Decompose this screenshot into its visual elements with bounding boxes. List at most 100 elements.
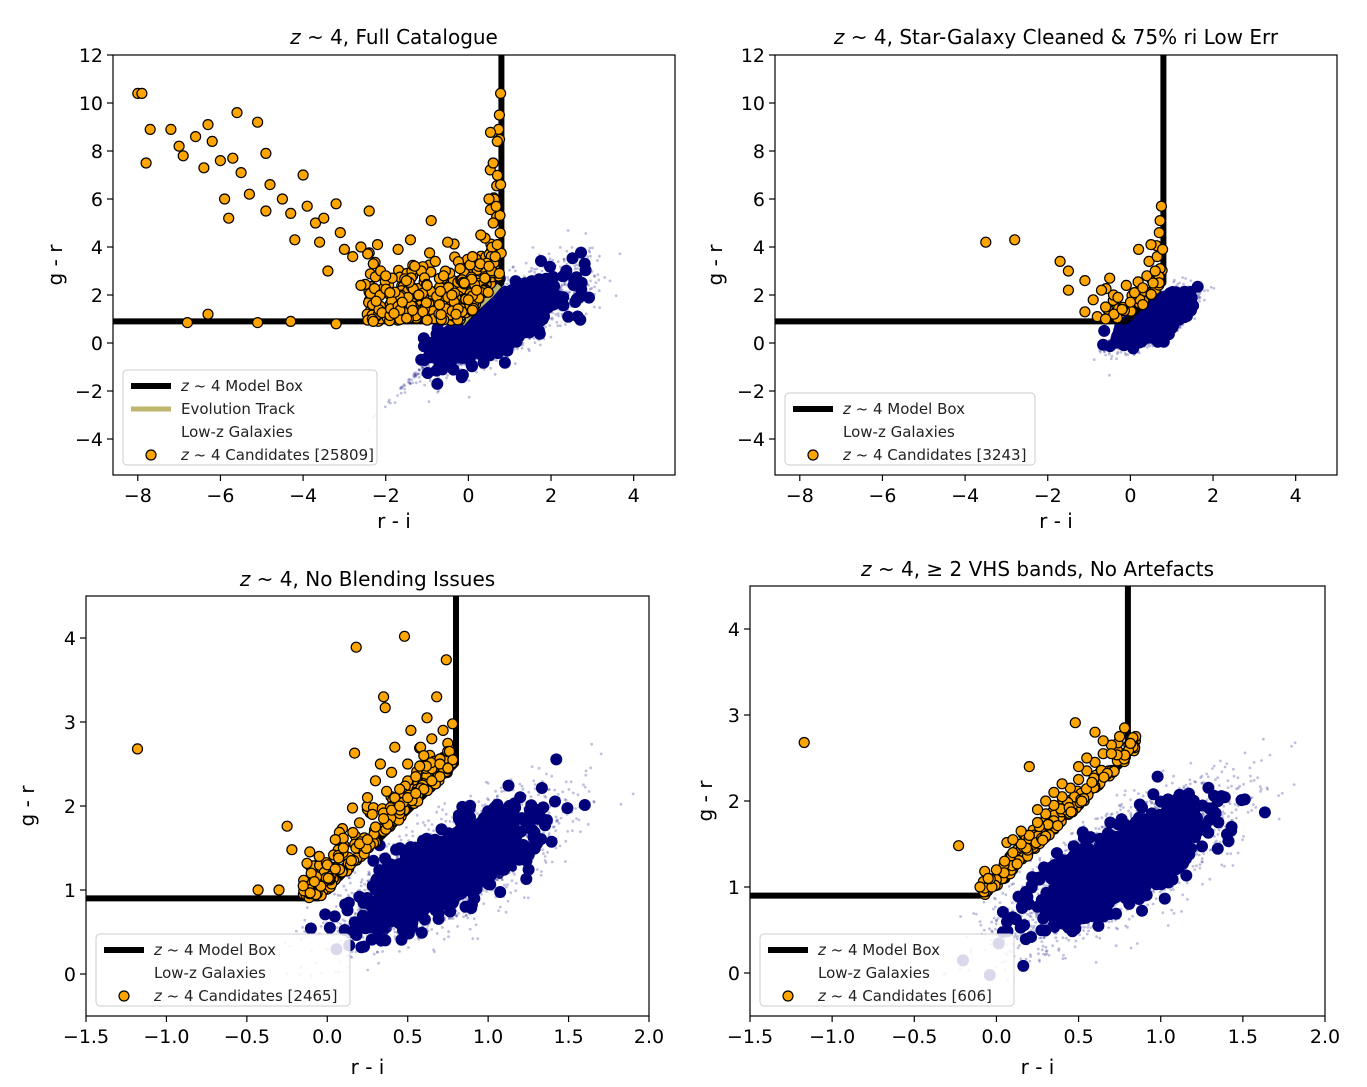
y-tick-label: 8 — [91, 141, 103, 163]
x-tick-label: 0 — [462, 485, 474, 507]
low-z-point — [618, 252, 622, 256]
low-z-point — [593, 275, 597, 278]
candidate-point — [495, 179, 507, 191]
low-z-point — [496, 305, 509, 318]
candidate-point — [487, 217, 499, 229]
low-z-point — [575, 246, 587, 259]
candidate-point — [450, 308, 462, 320]
low-z-point — [575, 263, 579, 267]
candidate-point — [231, 106, 243, 119]
low-z-point — [526, 302, 539, 315]
low-z-point — [573, 267, 577, 271]
candidate-point — [206, 135, 218, 147]
low-z-point — [400, 387, 403, 390]
candidate-point — [260, 147, 272, 159]
low-z-point — [414, 371, 418, 375]
y-tick-label: 10 — [79, 93, 103, 115]
low-z-point — [420, 335, 433, 348]
candidate-point — [483, 193, 495, 205]
low-z-point — [590, 286, 593, 290]
low-z-point — [466, 360, 478, 373]
low-z-point — [493, 372, 497, 376]
low-z-point — [1209, 285, 1213, 289]
x-tick-label: −8 — [124, 485, 152, 507]
low-z-point — [415, 373, 418, 377]
candidate-point — [490, 200, 502, 212]
candidate-point — [214, 155, 226, 167]
low-z-point — [544, 260, 556, 273]
low-z-point — [495, 324, 508, 337]
low-z-point — [427, 400, 431, 403]
low-z-point — [527, 349, 531, 352]
low-z-point — [414, 381, 418, 385]
low-z-point — [482, 368, 486, 371]
low-z-point — [1198, 296, 1202, 300]
candidate-point — [462, 294, 474, 306]
low-z-point — [407, 378, 410, 382]
candidate-point — [433, 299, 446, 311]
low-z-point — [548, 257, 552, 261]
low-z-point — [383, 405, 387, 409]
low-z-point — [422, 365, 425, 369]
candidate-point — [380, 270, 392, 282]
axes-frame — [112, 54, 676, 476]
low-z-point — [421, 366, 424, 370]
title-z: z — [289, 25, 301, 49]
low-z-point — [423, 383, 426, 387]
legend-candidate-swatch — [145, 449, 157, 461]
candidate-point — [435, 309, 447, 321]
low-z-point — [559, 324, 562, 328]
low-z-point — [457, 362, 461, 366]
candidate-point — [347, 251, 359, 263]
candidate-point — [424, 247, 436, 259]
x-tick-label: −6 — [206, 485, 234, 507]
low-z-point — [567, 291, 571, 295]
low-z-point — [1119, 350, 1123, 354]
candidate-point — [173, 140, 185, 152]
low-z-point — [416, 372, 420, 376]
low-z-point — [399, 391, 403, 395]
low-z-point — [535, 267, 539, 271]
low-z-point — [557, 291, 570, 304]
candidate-point — [413, 289, 425, 301]
candidate-point — [330, 318, 342, 330]
low-z-point — [506, 276, 509, 279]
candidate-point — [442, 236, 454, 248]
candidate-point — [202, 308, 214, 320]
low-z-point — [597, 289, 601, 293]
low-z-point — [566, 229, 570, 232]
candidate-point — [370, 295, 382, 307]
candidate-point — [404, 234, 417, 246]
candidate-point — [355, 279, 367, 291]
low-z-point — [437, 349, 450, 362]
candidate-point — [334, 227, 346, 239]
low-z-point — [1092, 358, 1096, 361]
low-z-point — [417, 368, 421, 372]
candidate-point — [421, 314, 433, 326]
low-z-point — [560, 264, 573, 277]
low-z-point — [512, 265, 515, 269]
candidate-point — [260, 205, 272, 217]
legend-frame — [122, 369, 378, 466]
low-z-point — [562, 283, 566, 286]
candidate-point — [446, 289, 458, 301]
candidate-point — [392, 243, 404, 255]
candidate-point — [318, 212, 330, 224]
low-z-point — [437, 389, 440, 393]
candidate-point — [371, 239, 384, 251]
candidate-point — [177, 150, 189, 162]
low-z-point — [557, 314, 560, 318]
candidate-point — [227, 152, 239, 164]
candidate-point — [140, 157, 152, 169]
low-z-point — [412, 374, 416, 377]
low-z-point — [563, 283, 567, 287]
legend-label: Evolution Track — [181, 400, 295, 418]
candidate-point — [289, 234, 301, 246]
y-tick-label: −2 — [75, 381, 103, 403]
low-z-point — [1108, 373, 1111, 377]
low-z-point — [563, 259, 566, 263]
x-axis-label: r - i — [377, 509, 411, 533]
low-z-point — [536, 276, 549, 289]
low-z-point — [556, 324, 560, 328]
low-z-point — [464, 348, 477, 361]
